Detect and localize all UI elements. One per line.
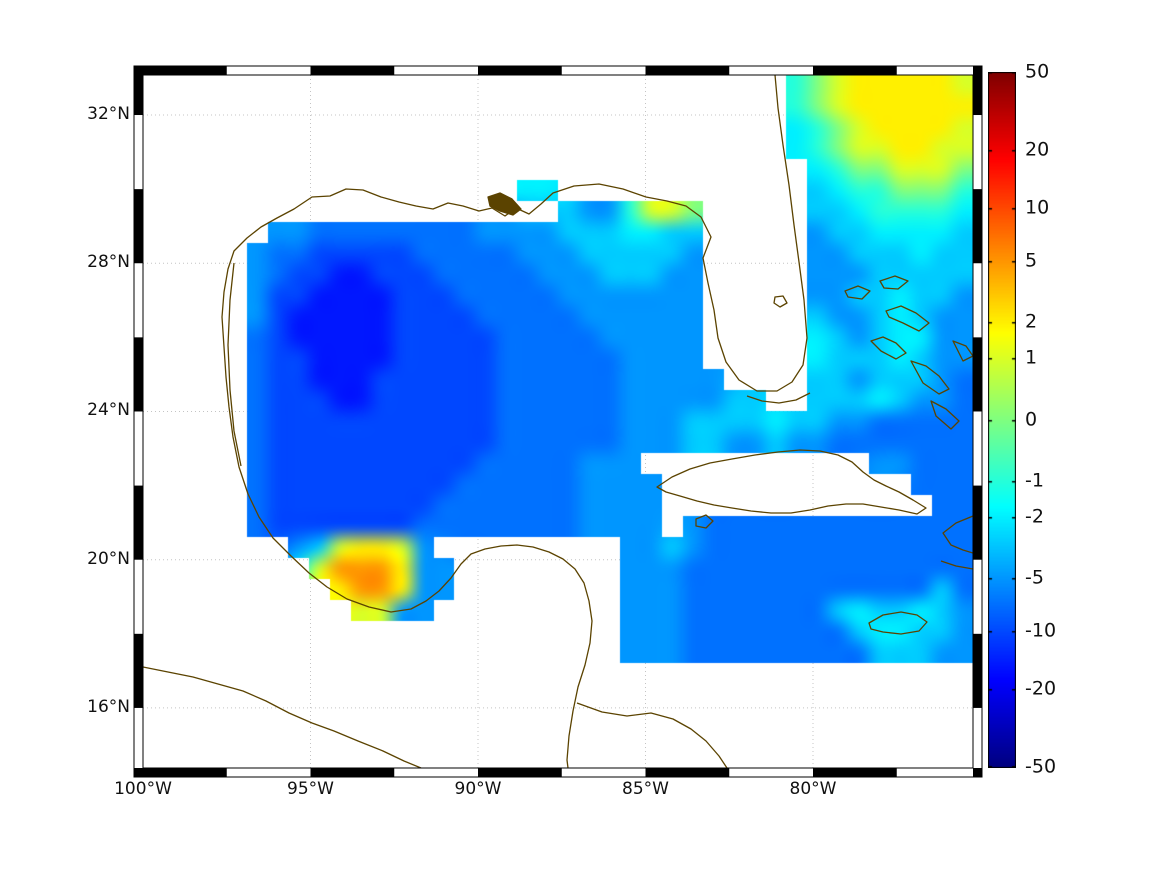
frame-left-bar (134, 75, 143, 768)
frame-zebra (143, 66, 227, 75)
frame-corner (134, 768, 143, 777)
frame-zebra (134, 633, 143, 708)
coastline-hispaniola (940, 515, 973, 570)
frame-zebra (134, 75, 143, 116)
coastline-jamaica (868, 611, 928, 635)
frame-zebra (478, 768, 562, 777)
coastline-pacific-coast (143, 666, 422, 768)
coastline-florida-keys (746, 392, 811, 404)
coastline-lake-okeechobee (773, 295, 788, 308)
frame-zebra (645, 66, 730, 75)
frame-corner (973, 66, 982, 75)
colorbar (988, 72, 1016, 768)
frame-zebra (973, 337, 982, 412)
coastline-texas-barrier-islands (227, 262, 242, 467)
frame-zebra (478, 66, 562, 75)
frame-zebra (134, 485, 143, 560)
frame-zebra (973, 633, 982, 708)
frame-zebra (813, 66, 897, 75)
heatmap-canvas (143, 75, 973, 768)
frame-zebra (973, 75, 982, 116)
frame-zebra (134, 337, 143, 412)
frame-zebra (645, 768, 730, 777)
coastlines-group (143, 75, 973, 768)
frame-corner (134, 66, 143, 75)
frame-right-bar (973, 75, 982, 768)
frame-zebra (973, 485, 982, 560)
coastline-bahamas (844, 275, 973, 430)
frame-zebra (973, 189, 982, 264)
frame-corner (973, 768, 982, 777)
frame-zebra (310, 768, 395, 777)
frame-outer-border (133, 65, 983, 778)
coastline-isla-juventud (695, 514, 714, 529)
coastline-north-america-gulf-coast (221, 75, 808, 768)
coastline-cuba (656, 449, 927, 515)
frame-zebra (813, 768, 897, 777)
coastline-mississippi-delta (487, 192, 522, 216)
frame-zebra (134, 189, 143, 264)
plot-border (142, 74, 974, 769)
coastline-honduras-coast (576, 702, 728, 768)
frame-zebra (143, 768, 227, 777)
frame-zebra (310, 66, 395, 75)
